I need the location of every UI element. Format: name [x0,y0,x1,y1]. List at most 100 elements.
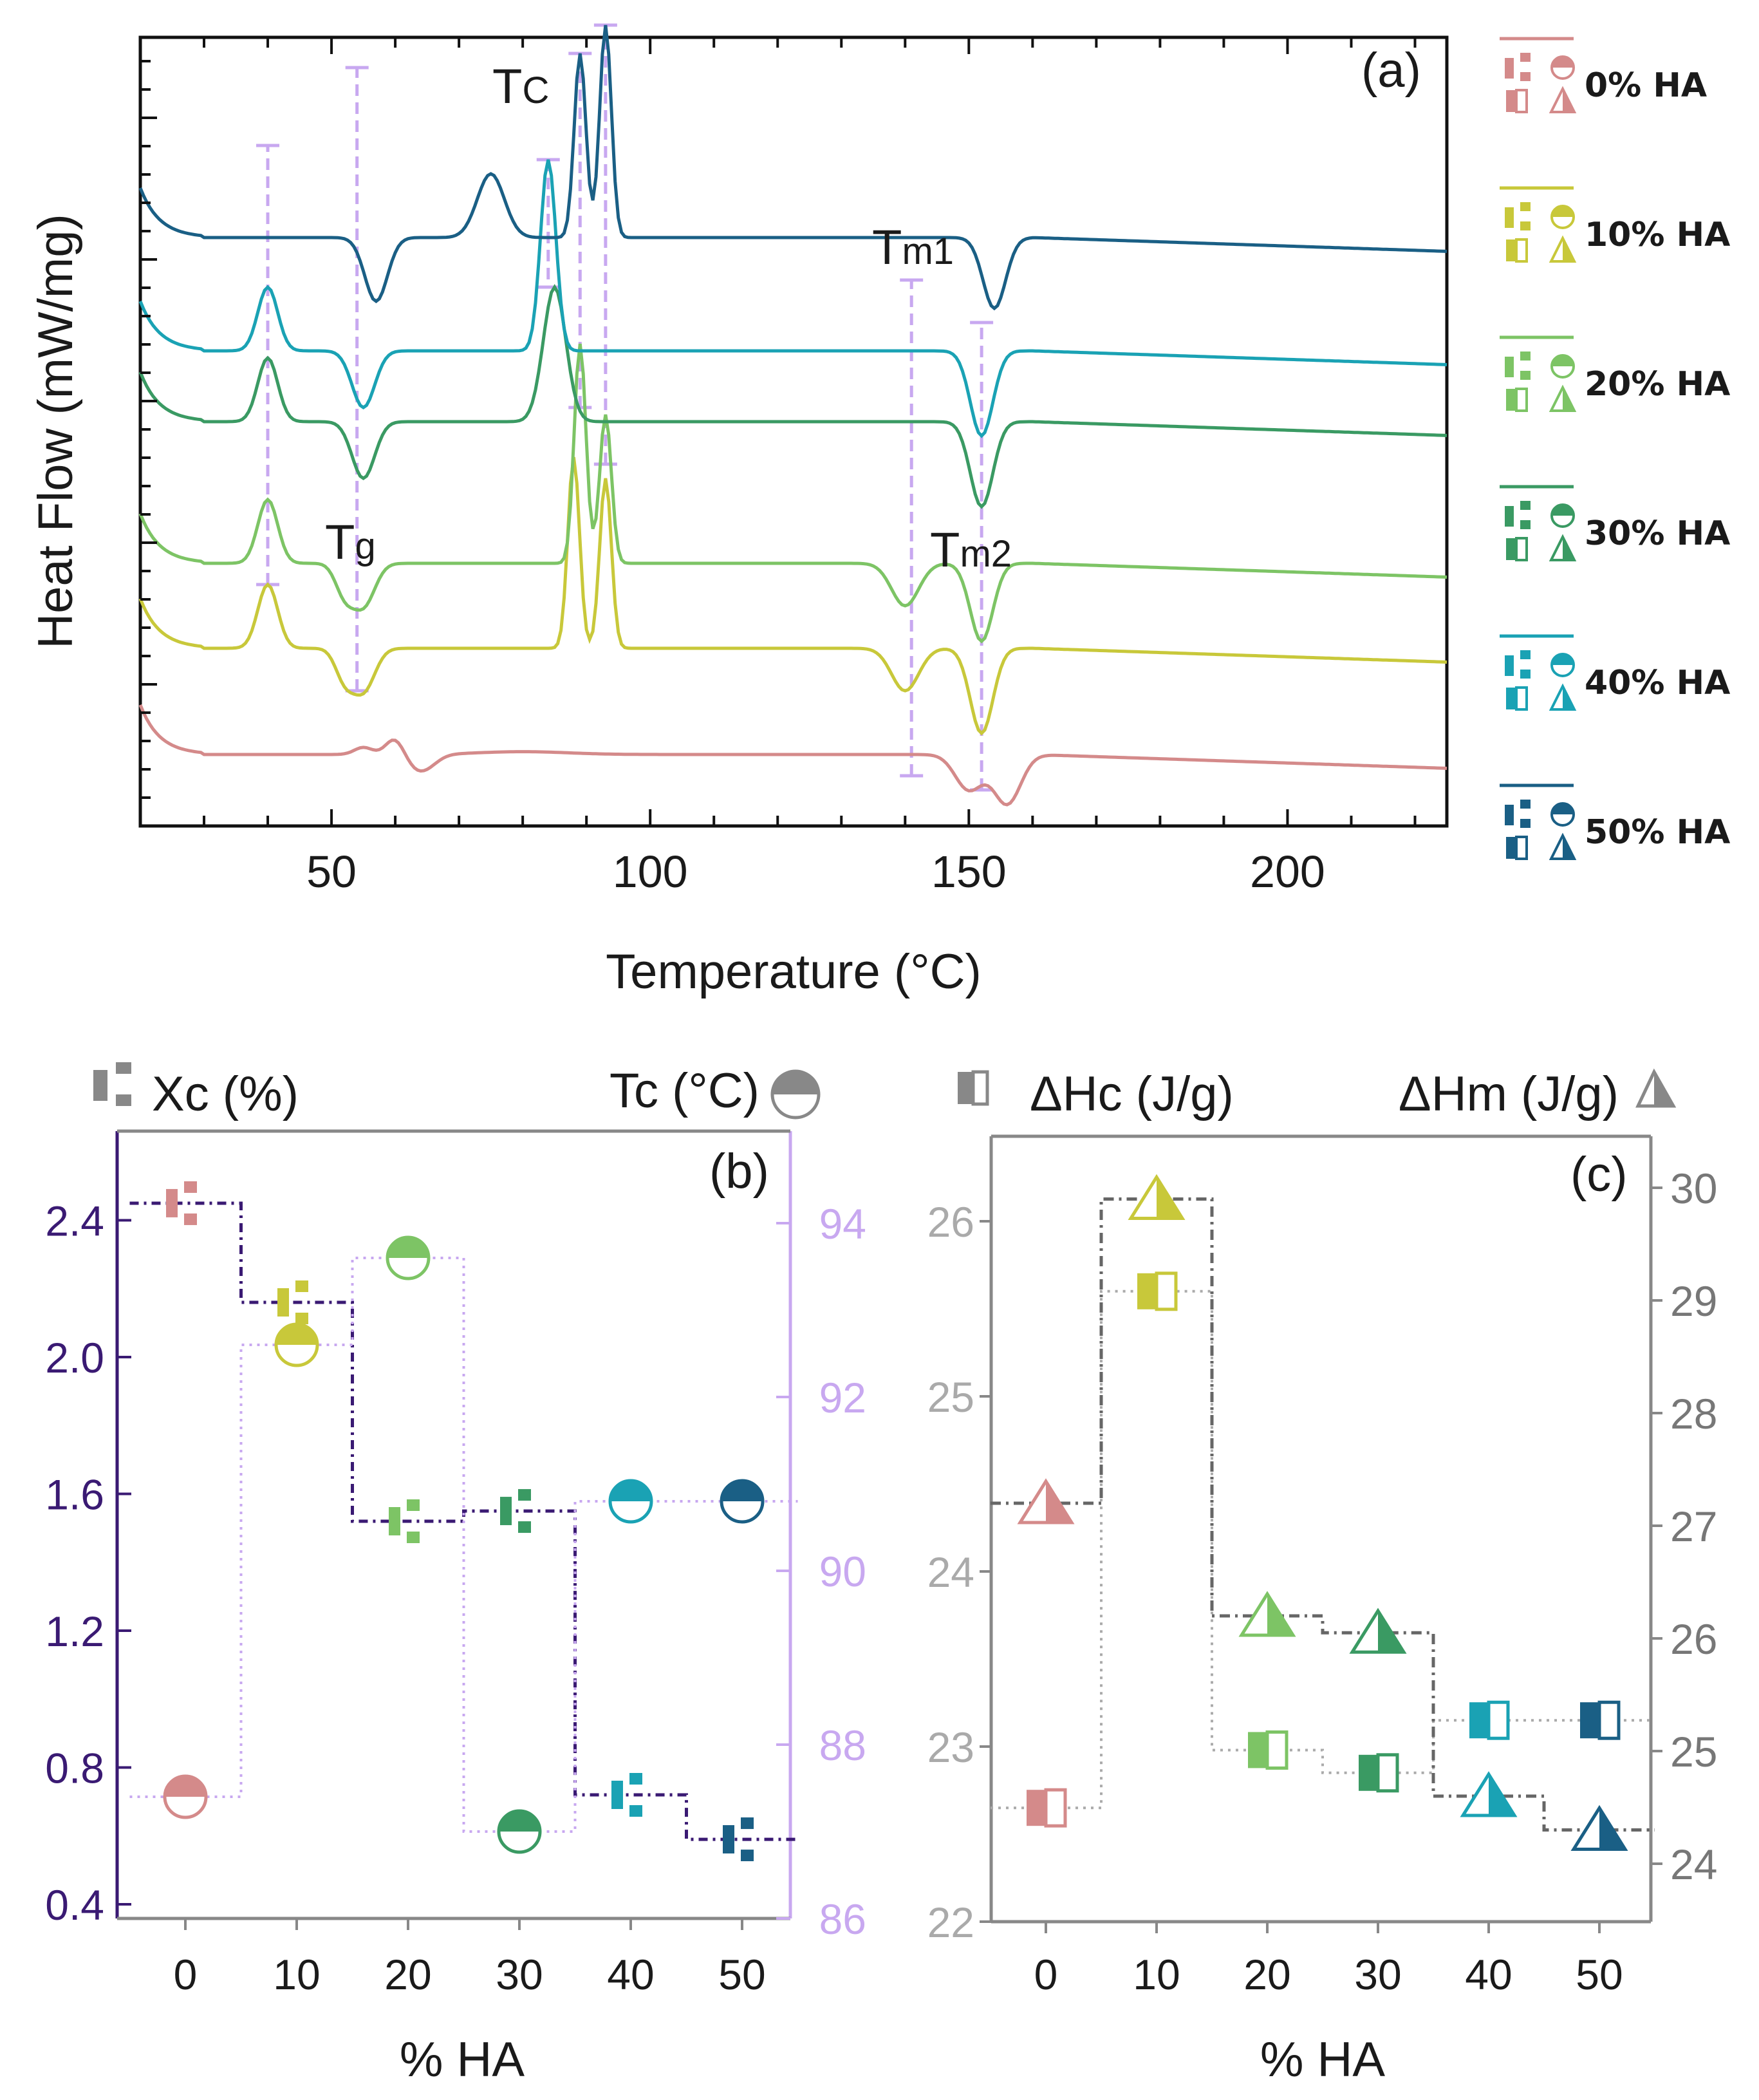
b-ytick-left-label: 0.4 [45,1881,104,1929]
legend-dhc-marker-open [1515,89,1528,113]
legend-xc-marker [1505,506,1514,527]
legend-xc-marker [1505,805,1514,825]
dsc-curve-1 [138,456,1447,736]
b-tc-marker-fill [387,1237,429,1258]
b-xc-marker [277,1288,289,1317]
legend-dhc-marker [1506,688,1516,709]
legend-xc-marker-top [1520,650,1531,659]
c-xtick-label: 30 [1354,1951,1401,1998]
legend-xc-marker-bottom [1520,819,1531,828]
c-dhc-marker [1248,1732,1267,1768]
x-tick-label-100: 100 [613,847,688,897]
b-xc-marker [611,1781,623,1809]
legend-xc-marker-bottom [1520,670,1531,679]
legend-label: 0% HA [1585,66,1707,105]
c-dhc-marker-open [1155,1271,1178,1311]
c-xtick-label: 0 [1034,1951,1058,1998]
b-ytick-right-label: 94 [819,1200,866,1248]
c-dhc-marker-open [1487,1700,1510,1740]
tm1-annotation: Tm1 [872,220,954,275]
c-dhc-marker [1580,1702,1599,1739]
c-ytick-left-label: 24 [927,1548,974,1596]
b-xc-step-line [129,1201,798,1841]
legend-tc-marker-fill [1552,355,1574,366]
legend-dhc-marker-open [1515,686,1528,711]
legend-dhm-marker-fill [1563,836,1574,859]
dsc-curve-3 [138,284,1447,509]
panel-b-xlabel: % HA [400,2032,525,2087]
c-xtick-label: 50 [1576,1951,1623,1998]
b-xtick-label: 10 [273,1951,320,1998]
legend-dhc-marker [1506,837,1516,859]
legend-item: 20% HA [1500,335,1730,412]
b-xc-marker-bottom [741,1850,754,1862]
dsc-curve-4 [138,159,1447,438]
legend-dhm-marker-fill [1563,537,1574,560]
legend-dhc-marker [1506,389,1516,411]
legend-xc-marker-bottom [1520,72,1531,81]
x-tick-label-50: 50 [306,847,357,897]
legend-xc-marker [1505,357,1514,377]
c-xtick-label: 10 [1133,1951,1180,1998]
legend-tc-marker-fill [1552,206,1574,217]
panel-b-label: (b) [709,1144,769,1199]
legend-xc-marker-bottom [1520,371,1531,380]
c-xtick-label: 20 [1243,1951,1290,1998]
panel-c-ylabel-left-text: ΔHc (J/g) [1030,1067,1234,1121]
legend-label: 50% HA [1585,813,1730,852]
b-xc-marker [500,1497,512,1526]
b-xc-marker-bottom [184,1213,197,1225]
c-ytick-left-label: 26 [927,1198,974,1246]
legend-item: 50% HA [1500,783,1730,860]
b-xc-marker-top [518,1489,531,1501]
b-xc-marker-top [741,1817,754,1830]
b-xc-marker [723,1825,734,1854]
c-ytick-right-label: 27 [1670,1503,1717,1550]
b-ytick-left-label: 2.0 [45,1334,104,1382]
b-xc-marker [166,1188,178,1217]
legend-tc-marker-fill [1552,654,1574,665]
b-tc-marker-fill [610,1481,651,1501]
legend: 0% HA 10% HA 20% HA 30% HA 40% HA 50% HA [1500,37,1730,860]
c-dhm-marker-fill [1046,1481,1072,1523]
legend-label: 10% HA [1585,216,1730,254]
c-dhc-marker [1469,1702,1489,1739]
dsc-curve-0 [138,704,1447,807]
c-dhc-marker [1359,1754,1378,1791]
c-ytick-right-label: 29 [1670,1277,1717,1325]
panel-c-xlabel: % HA [1260,2032,1386,2087]
panel-a-frame [138,35,1449,828]
legend-tc-marker-fill [1552,505,1574,516]
legend-xc-marker [1505,58,1514,79]
b-ytick-right-label: 88 [819,1721,866,1769]
tm2-annotation: Tm2 [930,523,1012,577]
legend-item: 10% HA [1500,186,1730,263]
legend-xc-marker [1505,207,1514,228]
legend-xc-marker-bottom [1520,221,1531,230]
c-dhm-step-line [991,1197,1655,1832]
c-ytick-right-label: 24 [1670,1841,1717,1888]
legend-label: 20% HA [1585,365,1730,404]
legend-item: 30% HA [1500,485,1730,561]
b-xtick-label: 30 [496,1951,543,1998]
legend-dhm-marker-fill [1563,388,1574,411]
b-xtick-label: 0 [174,1951,198,1998]
b-tc-marker-fill [165,1776,206,1797]
legend-xc-marker-top [1520,501,1531,510]
legend-xc-marker-top [1520,53,1531,62]
panel-c-ylabel-right-text: ΔHm (J/g) [1399,1067,1619,1121]
b-xc-marker-bottom [518,1521,531,1533]
c-dhm-marker-fill [1157,1177,1182,1219]
panel-c-ylabel-left: ΔHc (J/g) [958,1067,1234,1121]
panel-b-ylabel-right: Tc (°C) [610,1064,821,1120]
legend-xc-marker-top [1520,352,1531,361]
panel-a-chart: 50 100 150 200 (a) TC Tg Tm1 Tm2 Temperatur… [28,23,1449,999]
legend-dhc-marker-open [1515,836,1528,860]
legend-xc-marker-top [1520,800,1531,809]
panel-b-ylabel-right-text: Tc (°C) [610,1064,759,1118]
b-ytick-left-label: 1.2 [45,1608,104,1655]
legend-label: 40% HA [1585,664,1730,702]
c-ytick-left-label: 23 [927,1723,974,1771]
c-dhm-marker-fill [1599,1808,1625,1850]
b-ytick-left-label: 0.8 [45,1745,104,1792]
